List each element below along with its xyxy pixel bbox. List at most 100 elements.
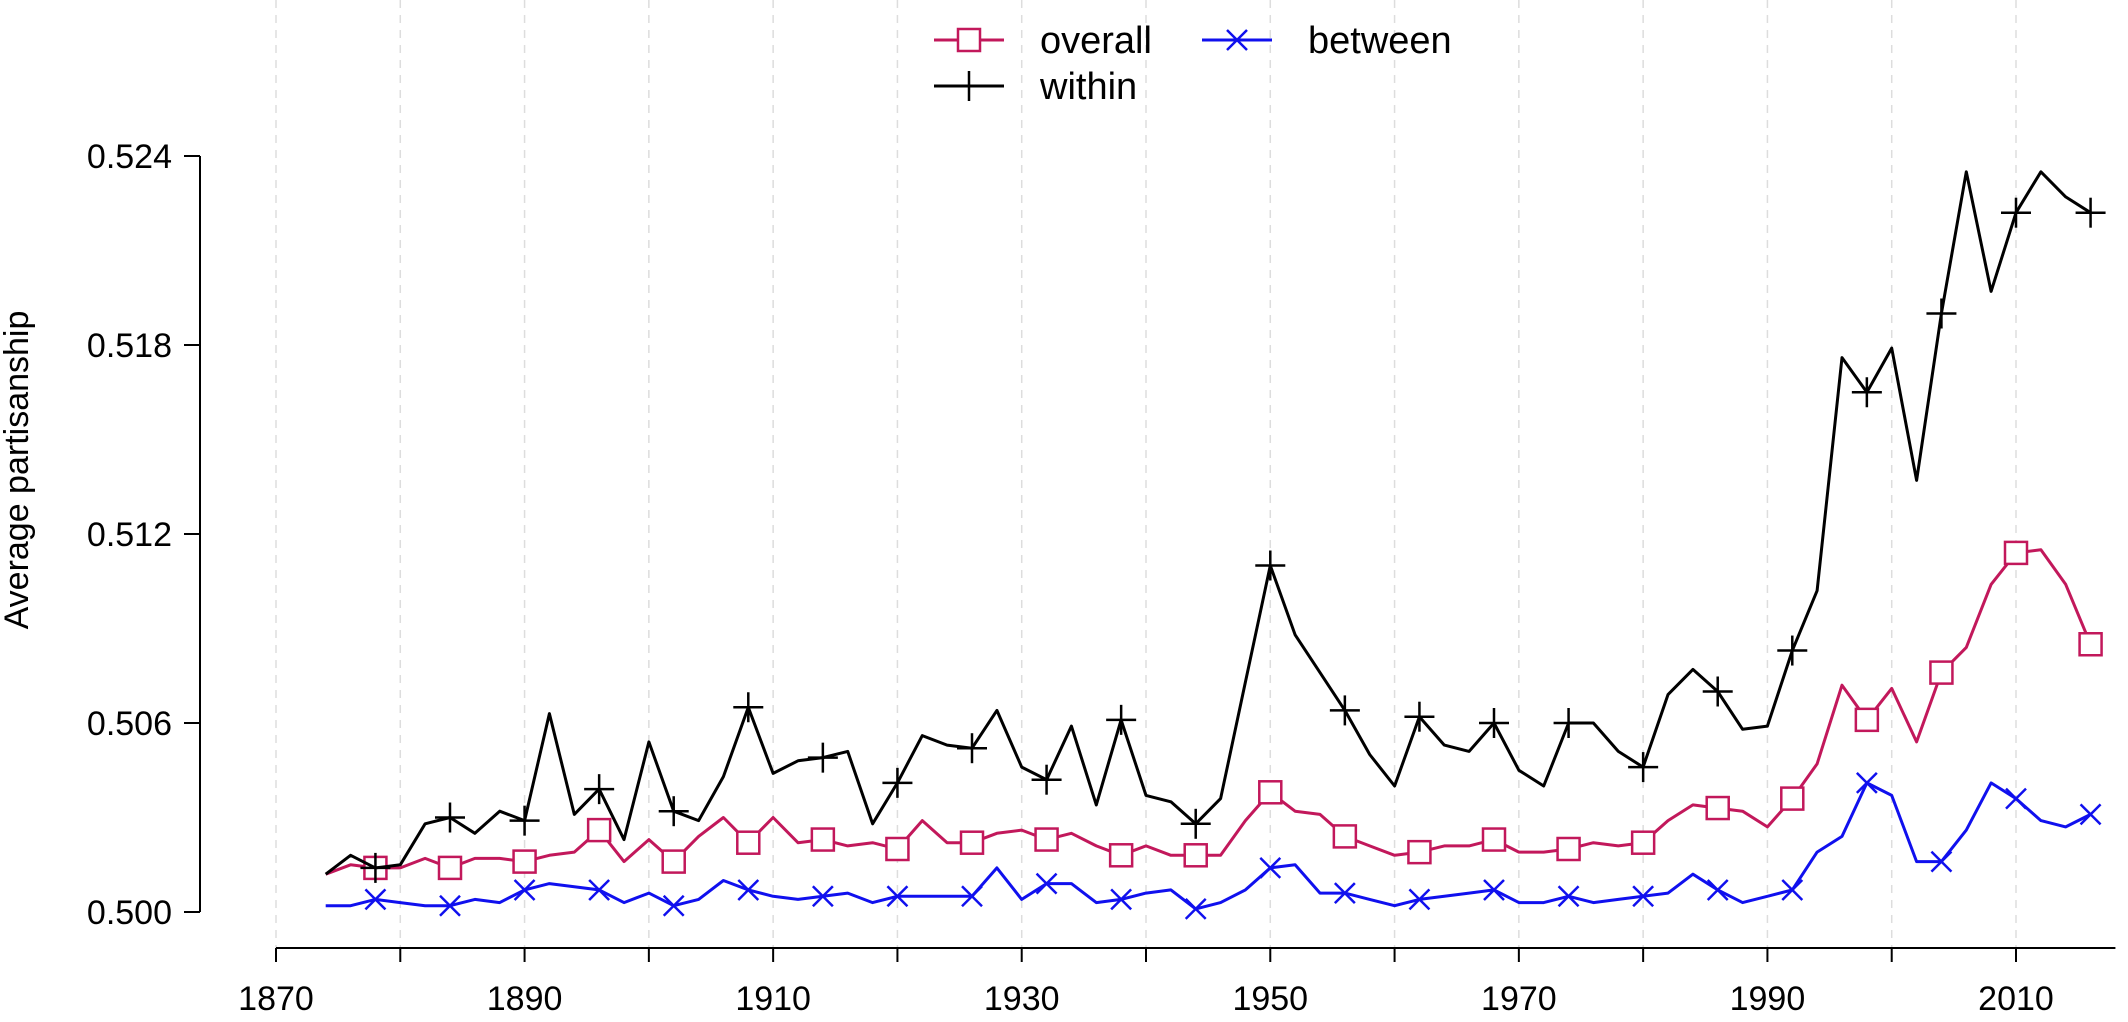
data-point-between bbox=[811, 885, 834, 908]
x-stroke-2 bbox=[1781, 879, 1804, 901]
data-point-overall bbox=[810, 827, 836, 852]
x-tick-label: 1970 bbox=[1481, 980, 1557, 1018]
x-stroke-2 bbox=[1632, 885, 1655, 908]
data-point-between bbox=[1259, 857, 1282, 879]
data-point-within bbox=[1777, 635, 1808, 666]
data-point-overall bbox=[586, 817, 612, 843]
data-point-overall bbox=[2003, 540, 2029, 566]
x-stroke-2 bbox=[1110, 888, 1133, 911]
y-tick-label: 0.500 bbox=[87, 894, 172, 932]
series-within bbox=[324, 170, 2106, 883]
data-point-within bbox=[733, 692, 764, 723]
data-point-between bbox=[2079, 803, 2102, 826]
legend-item-overall: overall bbox=[934, 20, 1152, 62]
legend-label-between: between bbox=[1308, 20, 1452, 62]
data-point-overall bbox=[1630, 830, 1656, 855]
x-tick-label: 2010 bbox=[1978, 980, 2054, 1018]
y-tick-label: 0.512 bbox=[87, 516, 172, 554]
x-stroke-2 bbox=[513, 879, 536, 901]
data-point-within bbox=[1329, 695, 1360, 726]
data-point-between bbox=[513, 879, 536, 901]
x-stroke-2 bbox=[1706, 879, 1729, 901]
data-point-between bbox=[1408, 888, 1431, 911]
x-stroke-2 bbox=[1483, 879, 1505, 901]
x-stroke-2 bbox=[886, 885, 909, 908]
x-stroke-2 bbox=[1557, 885, 1580, 908]
series-layer bbox=[324, 170, 2106, 920]
data-point-within bbox=[807, 742, 838, 773]
series-line-between bbox=[325, 781, 2092, 911]
data-point-within bbox=[1851, 377, 1882, 408]
series-overall bbox=[325, 540, 2103, 881]
x-stroke-2 bbox=[811, 885, 834, 908]
data-point-overall bbox=[2078, 632, 2103, 657]
data-point-overall bbox=[1258, 780, 1283, 805]
data-point-overall bbox=[661, 849, 686, 874]
data-point-overall bbox=[437, 855, 463, 881]
data-point-within bbox=[1404, 701, 1435, 732]
x-stroke-2 bbox=[1930, 850, 1953, 873]
data-point-within bbox=[1702, 676, 1733, 707]
x-stroke-2 bbox=[588, 879, 611, 901]
data-point-between bbox=[364, 888, 387, 911]
data-point-between bbox=[1632, 885, 1655, 908]
legend-label-overall: overall bbox=[1040, 20, 1152, 62]
x-stroke-2 bbox=[1855, 771, 1878, 794]
data-point-overall bbox=[1780, 786, 1805, 811]
series-line-within bbox=[324, 170, 2092, 876]
data-point-overall bbox=[1481, 827, 1507, 852]
vertical-grid bbox=[275, 0, 2017, 948]
x-stroke-2 bbox=[662, 894, 685, 917]
data-point-between bbox=[737, 879, 760, 901]
legend: overall between within bbox=[934, 20, 1452, 108]
data-point-overall bbox=[959, 830, 985, 855]
data-point-between bbox=[1557, 885, 1580, 908]
legend-label-within: within bbox=[1039, 66, 1137, 108]
legend-marker-between bbox=[1226, 29, 1248, 51]
data-point-within bbox=[658, 796, 689, 827]
data-point-overall bbox=[1705, 795, 1730, 821]
data-point-overall bbox=[1929, 660, 1954, 685]
x-tick-label: 1910 bbox=[735, 980, 811, 1018]
x-stroke-2 bbox=[2005, 787, 2027, 810]
data-point-between bbox=[1483, 879, 1505, 901]
data-point-overall bbox=[1556, 836, 1581, 862]
data-point-overall bbox=[885, 836, 910, 862]
x-stroke-2 bbox=[737, 879, 760, 901]
x-stroke-2 bbox=[1408, 888, 1431, 911]
series-between bbox=[325, 771, 2102, 920]
data-point-within bbox=[584, 774, 615, 805]
x-stroke-2 bbox=[1259, 857, 1282, 879]
data-point-within bbox=[1255, 550, 1286, 581]
data-point-within bbox=[435, 802, 465, 833]
x-tick-label: 1870 bbox=[238, 980, 314, 1018]
data-point-within bbox=[1628, 752, 1659, 783]
axes: 1870 1890 1910 1930 1950 1970 1990 2010 0.500 0.5… bbox=[87, 138, 2116, 1018]
y-tick-label: 0.506 bbox=[87, 705, 172, 743]
y-axis-title: Average partisanship bbox=[0, 311, 36, 630]
x-tick-label: 1950 bbox=[1232, 980, 1308, 1018]
data-point-between bbox=[1781, 879, 1804, 901]
data-point-overall bbox=[1332, 824, 1358, 849]
data-point-between bbox=[1930, 850, 1953, 873]
data-point-between bbox=[662, 894, 685, 917]
data-point-between bbox=[1855, 771, 1878, 794]
y-tick-label: 0.518 bbox=[87, 327, 172, 365]
data-point-within bbox=[509, 805, 540, 836]
x-tick-label: 1930 bbox=[984, 980, 1060, 1018]
data-point-within bbox=[957, 733, 987, 764]
data-point-within bbox=[1180, 808, 1211, 839]
data-point-between bbox=[1706, 879, 1729, 901]
data-point-between bbox=[588, 879, 611, 901]
x-stroke-2 bbox=[961, 885, 983, 908]
legend-marker-overall bbox=[956, 27, 982, 53]
x-stroke-2 bbox=[1184, 897, 1207, 920]
data-point-overall bbox=[1407, 839, 1432, 865]
legend-item-within: within bbox=[934, 66, 1137, 108]
data-point-within bbox=[1031, 764, 1062, 795]
data-point-between bbox=[2005, 787, 2027, 810]
data-point-overall bbox=[1108, 843, 1134, 868]
data-point-within bbox=[2001, 197, 2031, 228]
data-point-within bbox=[1553, 708, 1584, 738]
